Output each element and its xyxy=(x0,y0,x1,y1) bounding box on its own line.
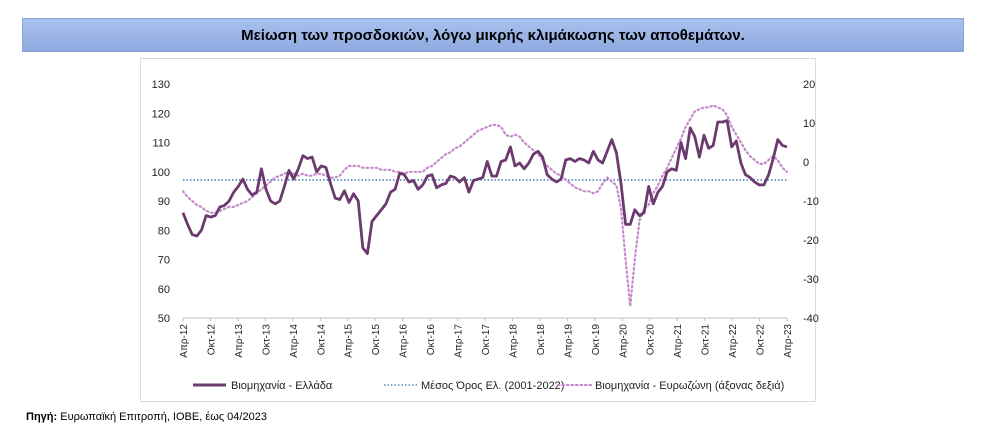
legend-label-eurozone: Βιομηχανία - Ευρωζώνη (άξονας δεξιά) xyxy=(595,380,784,392)
x-tick-label: Απρ-23 xyxy=(783,324,794,358)
y-left-tick-label: 60 xyxy=(158,284,170,296)
x-tick-label: Απρ-19 xyxy=(563,324,574,358)
greece-industry-line xyxy=(181,119,788,256)
x-tick-label: Οκτ-19 xyxy=(591,324,602,356)
x-tick-label: Απρ-22 xyxy=(728,324,739,358)
y-left-tick-label: 100 xyxy=(152,167,170,179)
x-tick-label: Απρ-12 xyxy=(179,324,190,358)
x-tick-label: Απρ-18 xyxy=(508,324,519,358)
y-right-tick-label: 0 xyxy=(803,157,809,169)
chart-title-banner: Μείωση των προσδοκιών, λόγω μικρής κλιμά… xyxy=(22,18,964,52)
x-tick-label: Απρ-20 xyxy=(618,324,629,358)
x-tick-label: Απρ-17 xyxy=(454,324,465,358)
y-right-tick-label: -40 xyxy=(803,313,819,325)
x-tick-label: Οκτ-20 xyxy=(646,324,657,356)
source-text: Ευρωπαϊκή Επιτροπή, ΙΟΒΕ, έως 04/2023 xyxy=(57,411,267,423)
x-tick-label: Απρ-16 xyxy=(399,324,410,358)
x-tick-label: Οκτ-17 xyxy=(481,324,492,356)
legend-label-greece: Βιομηχανία - Ελλάδα xyxy=(231,380,333,392)
x-tick-label: Οκτ-14 xyxy=(316,324,327,356)
y-left-tick-label: 50 xyxy=(158,313,170,325)
source-note: Πηγή: Ευρωπαϊκή Επιτροπή, ΙΟΒΕ, έως 04/2… xyxy=(26,411,267,423)
x-tick-label: Οκτ-18 xyxy=(536,324,547,356)
y-left-tick-label: 120 xyxy=(152,108,170,120)
y-left-tick-label: 90 xyxy=(158,196,170,208)
eurozone-industry-line xyxy=(181,104,789,307)
x-tick-label: Οκτ-21 xyxy=(701,324,712,356)
x-tick-label: Απρ-14 xyxy=(289,324,300,358)
source-label: Πηγή: xyxy=(26,411,58,423)
x-tick-label: Οκτ-12 xyxy=(206,324,217,356)
legend-label-average: Μέσος Όρος Ελ. (2001-2022) xyxy=(421,380,564,392)
x-tick-label: Απρ-21 xyxy=(673,324,684,358)
x-tick-label: Οκτ-16 xyxy=(426,324,437,356)
x-tick-label: Οκτ-22 xyxy=(756,324,767,356)
chart-title: Μείωση των προσδοκιών, λόγω μικρής κλιμά… xyxy=(241,26,745,44)
y-right-tick-label: -30 xyxy=(803,274,819,286)
y-left-tick-label: 70 xyxy=(158,255,170,267)
x-tick-label: Οκτ-15 xyxy=(371,324,382,356)
y-right-tick-label: -20 xyxy=(803,235,819,247)
x-tick-label: Οκτ-13 xyxy=(261,324,272,356)
y-left-tick-label: 110 xyxy=(152,138,170,150)
x-tick-label: Απρ-15 xyxy=(344,324,355,358)
y-right-tick-label: 10 xyxy=(803,118,815,130)
y-right-tick-label: 20 xyxy=(803,79,815,91)
x-tick-label: Απρ-13 xyxy=(234,324,245,358)
y-left-tick-label: 130 xyxy=(152,79,170,91)
chart-frame xyxy=(140,58,816,402)
y-left-tick-label: 80 xyxy=(158,225,170,237)
y-right-tick-label: -10 xyxy=(803,196,819,208)
